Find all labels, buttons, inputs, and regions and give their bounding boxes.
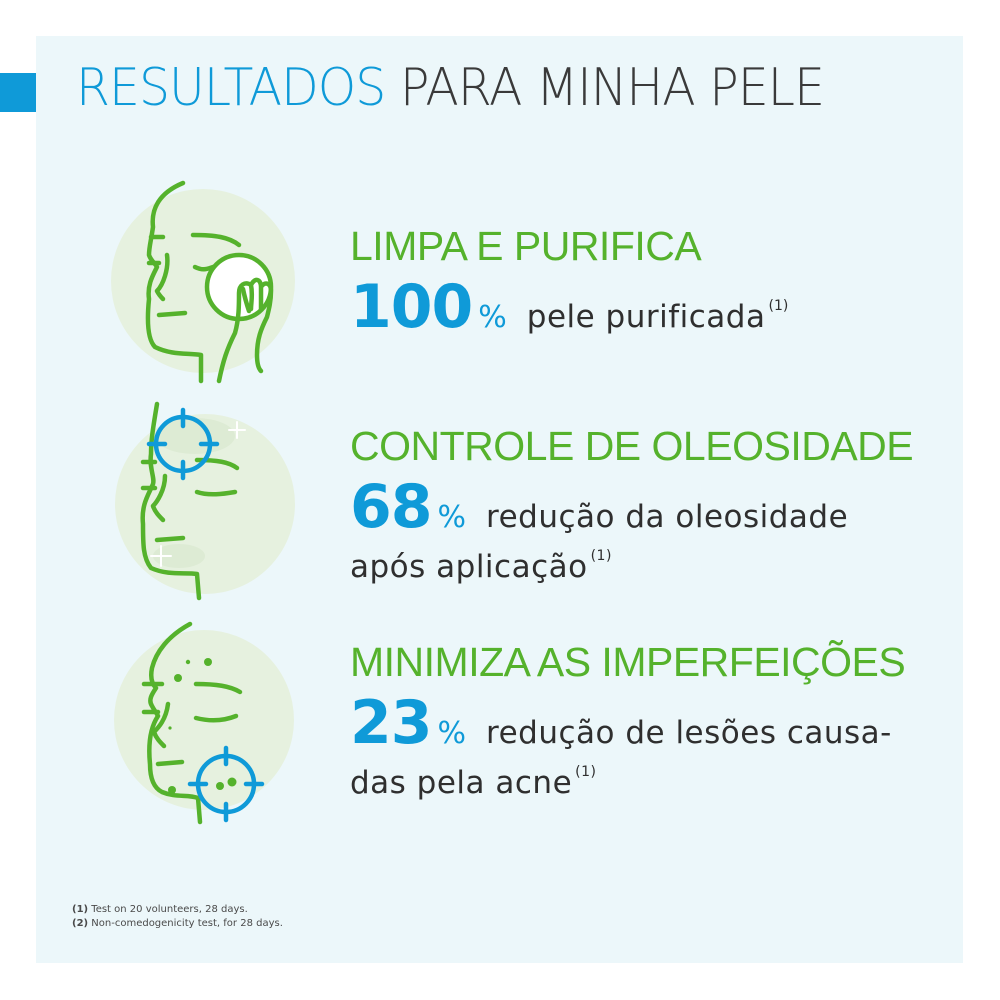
title-rest: PARA MINHA PELE bbox=[385, 58, 825, 118]
footnotes: (1) Test on 20 volunteers, 28 days. (2) … bbox=[72, 903, 283, 931]
face-cleansing-pad-icon bbox=[111, 180, 295, 384]
stat-description-continued: das pela acne (1) bbox=[350, 765, 905, 799]
stat-unit: % bbox=[478, 300, 507, 335]
face-oil-control-target-icon bbox=[113, 401, 297, 601]
result-heading: MINIMIZA AS IMPERFEIÇÕES bbox=[350, 639, 906, 685]
stat-description-continued: após aplicação (1) bbox=[350, 549, 913, 583]
stat-line: 23% redução de lesões causa- bbox=[350, 693, 905, 753]
stat-description: redução da oleosidade bbox=[486, 499, 849, 535]
stat-line: 100% pele purificada (1) bbox=[350, 277, 788, 337]
stat-value: 68 bbox=[350, 472, 432, 542]
title-highlight: RESULTADOS bbox=[76, 58, 386, 118]
footnote-text: Non-comedogenicity test, for 28 days. bbox=[88, 918, 283, 929]
footnote-ref: (2) bbox=[72, 918, 89, 929]
result-block-oil-control: CONTROLE DE OLEOSIDADE 68% redução da ole… bbox=[350, 423, 914, 583]
stat-unit: % bbox=[437, 716, 467, 751]
stat-line: 68% redução da oleosidade bbox=[350, 477, 913, 537]
stat-description-line2: após aplicação bbox=[350, 549, 588, 585]
stat-description: redução de lesões causa- bbox=[486, 715, 892, 751]
result-heading: CONTROLE DE OLEOSIDADE bbox=[350, 423, 914, 469]
stat-unit: % bbox=[437, 500, 467, 535]
footnote-ref: (1) bbox=[72, 904, 89, 915]
footnote-ref: (1) bbox=[768, 298, 789, 314]
footnote-2: (2) Non-comedogenicity test, for 28 days… bbox=[72, 917, 283, 931]
stat-value: 23 bbox=[350, 688, 432, 758]
footnote-1: (1) Test on 20 volunteers, 28 days. bbox=[72, 903, 283, 917]
stat-value: 100 bbox=[350, 272, 473, 342]
footnote-text: Test on 20 volunteers, 28 days. bbox=[88, 904, 248, 915]
page-title: RESULTADOS PARA MINHA PELE bbox=[76, 62, 825, 114]
face-imperfections-target-icon bbox=[112, 621, 296, 825]
footnote-ref: (1) bbox=[575, 764, 597, 780]
accent-bar bbox=[0, 73, 36, 112]
footnote-ref: (1) bbox=[590, 548, 612, 564]
stat-description-line2: das pela acne bbox=[350, 765, 573, 801]
stat-description: pele purificada bbox=[526, 299, 766, 335]
result-block-cleanse: LIMPA E PURIFICA 100% pele purificada (1) bbox=[350, 223, 788, 338]
result-heading: LIMPA E PURIFICA bbox=[350, 223, 702, 269]
result-block-imperfections: MINIMIZA AS IMPERFEIÇÕES 23% redução de l… bbox=[350, 639, 906, 799]
